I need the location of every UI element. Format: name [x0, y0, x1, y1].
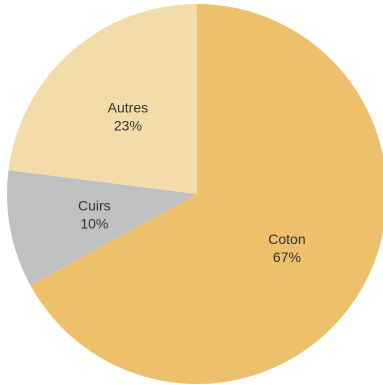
pie-slice-cuirs	[6, 170, 198, 286]
slice-value-autres: 23%	[114, 118, 142, 134]
pie-slice-autres	[8, 4, 198, 194]
slice-label-coton: Coton	[268, 231, 305, 247]
slice-label-cuirs: Cuirs	[78, 198, 111, 214]
slice-label-autres: Autres	[108, 100, 148, 116]
slice-value-cuirs: 10%	[80, 216, 108, 232]
pie-slice-coton	[30, 4, 383, 384]
slice-value-coton: 67%	[273, 249, 301, 265]
